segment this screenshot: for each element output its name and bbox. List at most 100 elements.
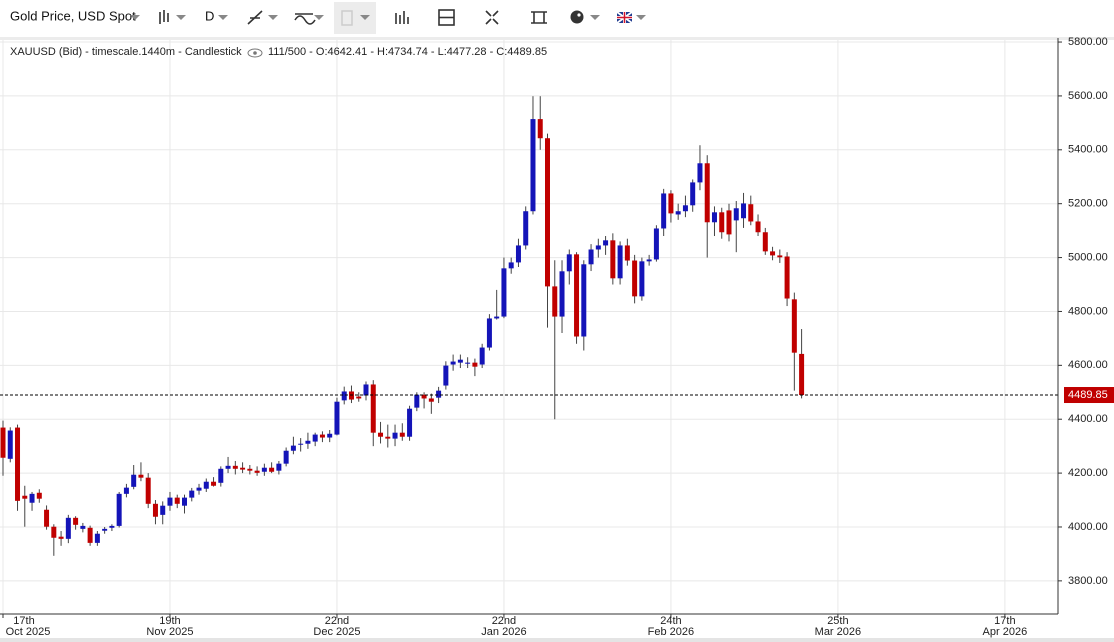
fullscreen-button[interactable]: [485, 10, 499, 25]
candle-body: [160, 505, 166, 515]
candle-body: [290, 445, 296, 451]
candle-body: [523, 211, 529, 246]
candle-body: [341, 391, 347, 401]
candle-body: [741, 203, 747, 219]
theme-button[interactable]: [570, 10, 601, 24]
candle-body: [87, 527, 93, 543]
candle-body: [167, 497, 173, 506]
x-tick-label: 22nd: [325, 615, 349, 627]
candle-body: [791, 299, 797, 353]
instrument-selector[interactable]: Gold Price, USD Spot: [10, 8, 136, 23]
candle-body: [44, 509, 50, 527]
x-tick-label: 25th: [827, 615, 848, 627]
y-tick-label: 5200.00: [1068, 198, 1108, 210]
candle-body: [770, 251, 776, 256]
x-tick-label: 17th: [994, 615, 1015, 627]
candle-body: [58, 536, 64, 539]
drawing-tool-button[interactable]: [247, 10, 278, 25]
volume-button[interactable]: [395, 11, 409, 24]
ohlc-readout: 111/500 - O:4642.41 - H:4734.74 - L:4477…: [268, 46, 547, 58]
candle-body: [131, 474, 137, 487]
candle-body: [145, 477, 151, 504]
candle-body: [73, 517, 79, 525]
delete-button[interactable]: [334, 2, 376, 34]
candle-body: [407, 408, 413, 437]
x-tick-sublabel: Jan 2026: [481, 626, 526, 638]
candle-body: [254, 470, 260, 473]
candle-body: [428, 398, 434, 402]
x-tick-sublabel: Nov 2025: [146, 626, 193, 638]
candle-body: [247, 468, 253, 471]
y-tick-label: 5000.00: [1068, 251, 1108, 263]
y-tick-label: 4400.00: [1068, 413, 1108, 425]
candle-body: [356, 396, 362, 399]
candle-body: [225, 465, 231, 469]
y-tick-label: 4600.00: [1068, 359, 1108, 371]
plot-area: [0, 38, 1058, 614]
candle-body: [755, 221, 761, 233]
candle-body: [319, 434, 325, 438]
caret: [360, 15, 370, 20]
candle-body: [218, 468, 224, 483]
candle-body: [0, 427, 6, 458]
candle-body: [327, 433, 333, 438]
candle-body: [777, 255, 783, 258]
candle-body: [624, 245, 630, 261]
chart-type-button[interactable]: [159, 10, 186, 24]
y-tick-label: 4200.00: [1068, 467, 1108, 479]
candle-body: [443, 365, 449, 386]
candle-body: [799, 353, 805, 396]
candle-body: [617, 245, 623, 279]
candle-body: [102, 528, 108, 531]
candle-body: [116, 493, 122, 526]
x-tick-label: 19th: [159, 615, 180, 627]
candle-body: [370, 384, 376, 433]
last-price-box: [1064, 387, 1114, 404]
candle-body: [545, 138, 550, 287]
candle-body: [450, 361, 456, 365]
candle-body: [508, 262, 514, 269]
x-tick-sublabel: Oct 2025: [6, 626, 51, 638]
candle-body: [646, 259, 652, 262]
candle-body: [690, 182, 696, 206]
candle-body: [276, 463, 282, 471]
candle-body: [261, 467, 267, 472]
candle-body: [51, 526, 57, 538]
candle-body: [472, 362, 478, 367]
y-tick-label: 3800.00: [1068, 575, 1108, 587]
candle-body: [762, 232, 768, 252]
candle-body: [603, 240, 609, 246]
trash-icon: [341, 10, 353, 26]
candle-body: [385, 436, 391, 439]
candle-body: [711, 212, 717, 223]
candle-body: [109, 525, 115, 528]
visibility-toggle[interactable]: [247, 48, 263, 58]
candle-body: [399, 432, 405, 437]
candle-body: [632, 260, 638, 297]
candle-body: [15, 427, 21, 501]
candle-body: [537, 119, 543, 139]
candle-body: [363, 384, 369, 396]
candle-body: [733, 208, 739, 221]
candle-body: [232, 465, 238, 469]
candle-body: [559, 271, 565, 317]
candle-body: [457, 359, 463, 363]
candle-body: [305, 440, 311, 444]
candle-body: [203, 481, 209, 489]
x-tick-label: 24th: [660, 615, 681, 627]
candle-body: [610, 240, 616, 279]
fit-button[interactable]: [531, 11, 547, 24]
period-selector[interactable]: D: [205, 8, 214, 23]
candle-body: [334, 401, 340, 435]
candle-body: [784, 256, 790, 299]
candle-body: [581, 264, 587, 337]
y-tick-label: 5400.00: [1068, 144, 1108, 156]
candle-body: [436, 390, 442, 398]
indicator-button[interactable]: [294, 13, 324, 25]
candle-body: [22, 495, 28, 499]
language-button[interactable]: [616, 11, 646, 24]
candle-body: [298, 443, 304, 445]
candle-body: [465, 362, 471, 364]
